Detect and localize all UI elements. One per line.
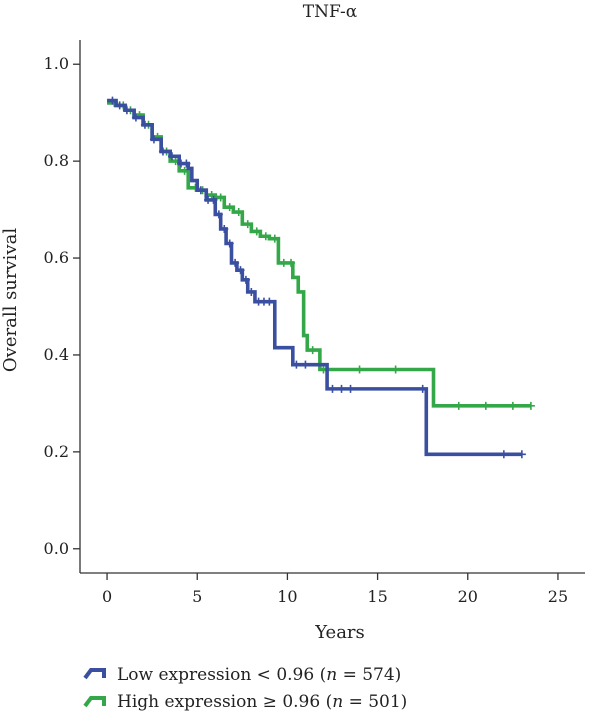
censor-mark (234, 208, 243, 217)
censor-mark (158, 147, 167, 156)
censor-mark (270, 234, 279, 243)
censor-mark (328, 384, 337, 393)
censor-mark (526, 401, 535, 410)
censor-mark (182, 159, 191, 168)
x-tick-label: 0 (102, 587, 112, 606)
legend: Low expression < 0.96 (n = 574) High exp… (83, 665, 407, 712)
censor-mark (418, 384, 427, 393)
censor-mark (391, 365, 400, 374)
censor-mark (355, 365, 364, 374)
censor-mark (252, 227, 261, 236)
censor-mark (236, 266, 245, 275)
x-tick-label: 20 (458, 587, 478, 606)
legend-label-high: High expression ≥ 0.96 (n = 501) (117, 692, 407, 712)
censor-mark (196, 186, 205, 195)
censor-mark (180, 166, 189, 175)
censor-mark (499, 450, 508, 459)
censor-mark (247, 287, 256, 296)
censor-mark (301, 360, 310, 369)
censor-mark (337, 384, 346, 393)
censor-mark (167, 152, 176, 161)
censor-mark (454, 401, 463, 410)
y-tick-label: 0.6 (44, 248, 69, 267)
x-axis-label: Years (314, 622, 365, 643)
censor-mark (243, 220, 252, 229)
censor-mark (214, 210, 223, 219)
censor-mark (481, 401, 490, 410)
x-tick-label: 25 (548, 587, 568, 606)
censor-mark (279, 258, 288, 267)
y-ticks: 0.0 0.2 0.4 0.6 0.8 1.0 (44, 54, 80, 558)
x-tick-label: 10 (277, 587, 297, 606)
y-tick-label: 0.4 (44, 345, 69, 364)
legend-label-low: Low expression < 0.96 (n = 574) (117, 665, 401, 685)
censor-mark (122, 106, 131, 115)
censor-mark (115, 101, 124, 110)
censor-mark (149, 135, 158, 144)
survival-curve-low (107, 98, 522, 457)
censor-mark (225, 203, 234, 212)
series-low (107, 96, 526, 459)
legend-item-low: Low expression < 0.96 (n = 574) (83, 665, 401, 685)
censor-mark (231, 258, 240, 267)
legend-item-high: High expression ≥ 0.96 (n = 501) (83, 692, 407, 712)
censor-mark (225, 239, 234, 248)
x-tick-label: 15 (367, 587, 387, 606)
legend-swatch-high (83, 696, 106, 708)
censor-mark (216, 193, 225, 202)
y-tick-label: 0.2 (44, 442, 69, 461)
censor-mark (207, 191, 216, 200)
censor-mark (220, 224, 229, 233)
chart-title: TNF-α (303, 2, 358, 22)
x-tick-label: 5 (192, 587, 202, 606)
censor-mark (261, 232, 270, 241)
censor-mark (140, 120, 149, 129)
plot-area (107, 96, 535, 459)
x-ticks: 0 5 10 15 20 25 (102, 573, 568, 606)
censor-mark (265, 297, 274, 306)
censor-mark (108, 96, 117, 105)
censor-mark (287, 258, 296, 267)
y-tick-label: 0.8 (44, 151, 69, 170)
censor-mark (346, 384, 355, 393)
legend-swatch-low (83, 668, 106, 680)
censor-mark (517, 450, 526, 459)
censor-mark (209, 195, 218, 204)
y-tick-label: 1.0 (44, 54, 69, 73)
censor-mark (241, 275, 250, 284)
survival-curve-high (107, 101, 531, 408)
y-axis-label: Overall survival (0, 228, 21, 372)
censor-mark (508, 401, 517, 410)
censor-mark (292, 360, 301, 369)
censor-mark (308, 346, 317, 355)
censor-mark (131, 113, 140, 122)
y-tick-label: 0.0 (44, 539, 69, 558)
